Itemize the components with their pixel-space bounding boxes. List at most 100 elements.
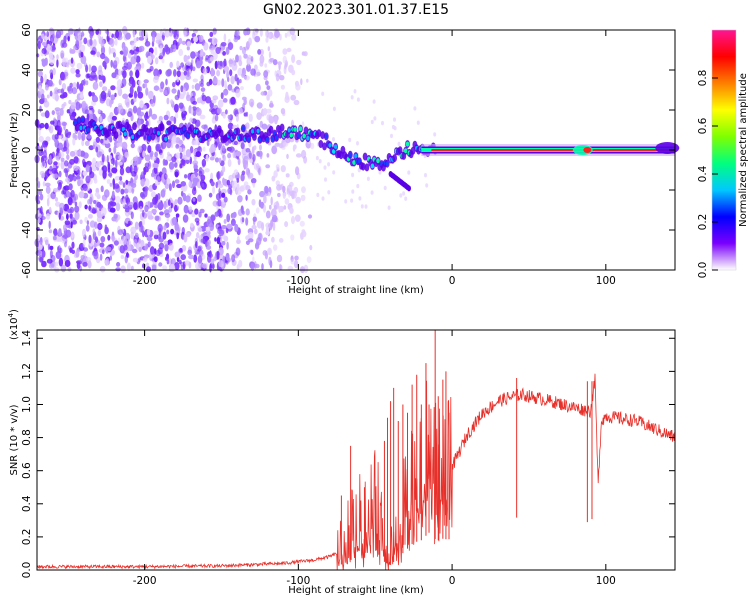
noise-dot [66,154,70,161]
snr-ylabel: SNR (10 * v/v) [9,404,20,475]
noise-dot [247,189,252,195]
noise-dot [158,262,163,267]
noise-dot [81,44,86,53]
noise-dot [145,87,149,96]
noise-dot [282,48,288,55]
noise-dot [222,154,226,162]
noise-dot [157,202,164,211]
ridge-core [376,158,380,164]
noise-dot [60,71,65,81]
noise-dot [256,163,260,169]
noise-dot [256,112,262,121]
noise-dot [87,214,93,219]
noise-dot [162,265,168,270]
noise-dot [100,53,106,60]
noise-dot [80,55,87,65]
noise-dot [139,100,144,109]
colorbar-tick-label: 0.6 [697,117,709,134]
noise-dot [151,113,158,120]
noise-dot [192,109,197,117]
noise-dot [63,160,69,167]
noise-dot [154,151,159,158]
noise-dot [168,161,175,170]
noise-dot [149,246,155,255]
noise-dot [166,139,172,149]
noise-dot [316,192,320,198]
noise-dot [300,232,304,240]
snr-line [36,373,675,571]
spectrogram-ytick-label: 40 [21,63,33,76]
noise-dot [277,61,283,66]
noise-dot [164,28,170,38]
noise-dot [133,53,137,60]
noise-dot [257,232,263,242]
noise-dot [248,37,252,46]
noise-dot [307,214,313,219]
noise-dot [235,113,239,122]
noise-dot [279,33,282,41]
noise-dot [58,151,65,158]
noise-dot [179,152,183,160]
noise-dot [260,91,266,96]
noise-dot [63,168,68,174]
noise-dot [73,165,79,171]
noise-dot [181,113,186,121]
noise-dot [113,60,118,66]
noise-dot [67,36,70,42]
noise-dot [227,187,232,194]
noise-dot [69,158,75,165]
noise-dot [79,219,83,225]
noise-dot [118,154,124,160]
noise-dot [114,183,120,189]
ridge-blob [268,125,274,134]
ridge-core [247,136,251,142]
noise-dot [100,207,107,216]
noise-dot [159,211,164,216]
noise-dot [93,250,99,260]
noise-dot [97,109,101,114]
noise-dot [229,69,233,77]
noise-dot [58,78,62,86]
ridge-core [274,135,279,140]
noise-dot [155,179,159,187]
noise-dot [46,94,50,99]
noise-dot [86,134,92,139]
noise-dot [76,81,80,90]
noise-dot [125,32,131,40]
noise-dot [237,209,243,217]
noise-dot [224,80,227,89]
noise-dot [143,167,147,176]
noise-dot [120,255,125,259]
noise-dot [58,257,64,267]
noise-dot [195,151,202,158]
noise-dot [88,105,94,110]
noise-dot [433,132,437,137]
noise-dot [163,200,167,210]
noise-dot [216,79,221,86]
noise-dot [155,194,159,203]
noise-dot [242,103,246,112]
noise-dot [101,153,105,163]
noise-dot [106,154,110,164]
noise-dot [64,259,71,268]
noise-dot [240,86,244,91]
noise-dot [378,170,382,175]
noise-dot [240,173,245,182]
noise-dot [132,248,138,254]
noise-dot [56,88,63,94]
noise-dot [142,104,147,110]
noise-dot [45,213,51,220]
noise-dot [125,179,129,185]
noise-dot [301,186,306,194]
noise-dot [99,115,103,123]
noise-dot [234,29,240,37]
noise-dot [115,202,121,212]
ridge-blob [318,140,324,148]
noise-dot [200,87,206,92]
noise-dot [199,51,204,58]
noise-dot [217,99,224,108]
ridge-core [271,136,275,141]
noise-dot [295,196,302,204]
noise-dot [160,230,164,239]
noise-dot [332,137,335,142]
